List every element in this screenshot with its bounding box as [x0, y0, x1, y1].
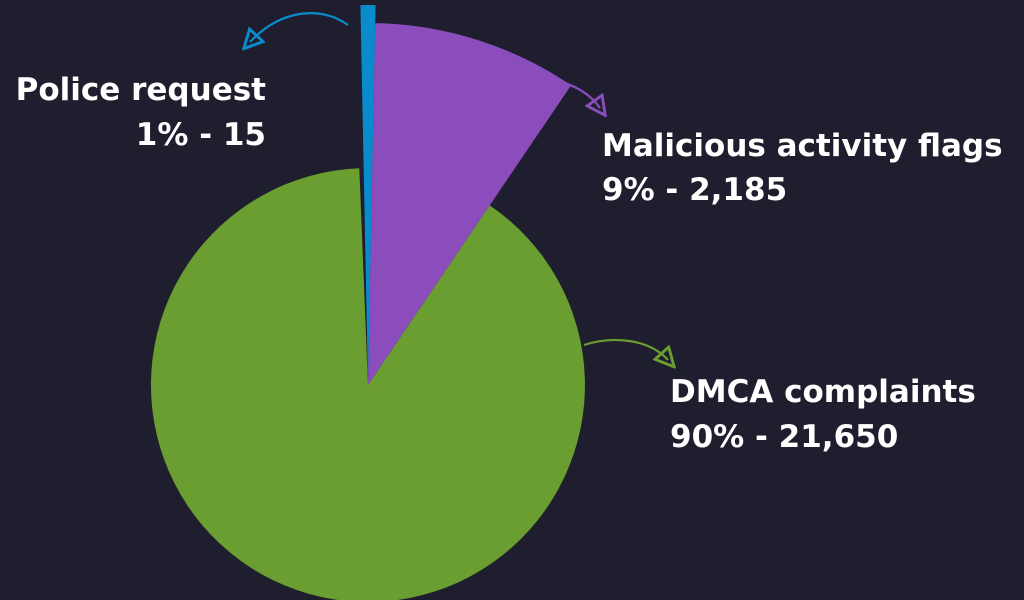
value-malicious-activity-flags: 9% - 2,185	[602, 172, 787, 208]
value-police-request: 1% - 15	[136, 117, 266, 153]
label-malicious-activity-flags: Malicious activity flags	[602, 128, 1003, 164]
pie-slice-malicious-activity-flags	[368, 23, 572, 385]
leader-line-dmca-complaints	[583, 338, 668, 360]
pie-slice-police-request	[360, 5, 376, 386]
label-dmca-complaints: DMCA complaints	[670, 374, 976, 410]
leader-line-malicious-activity-flags	[504, 78, 600, 108]
label-police-request: Police request	[16, 72, 267, 108]
pie-slice-dmca-complaints	[150, 168, 585, 600]
value-dmca-complaints: 90% - 21,650	[670, 419, 898, 455]
leader-line-police-request	[250, 12, 349, 42]
